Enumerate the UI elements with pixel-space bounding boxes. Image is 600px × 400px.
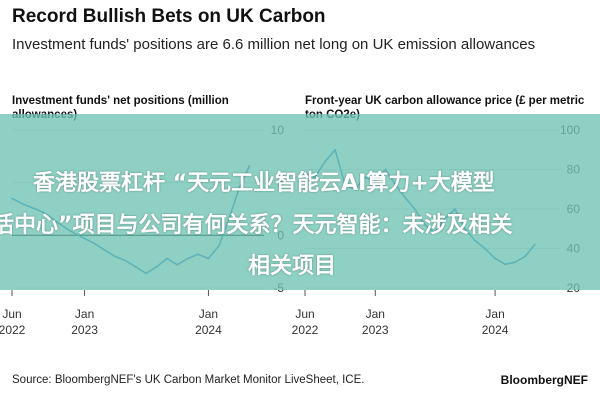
chart-title: Record Bullish Bets on UK Carbon bbox=[12, 6, 326, 27]
right-x-tick-year: 2022 bbox=[292, 323, 319, 337]
overlay-text-line-3: 相关项目 bbox=[248, 254, 337, 279]
right-x-tick-year: 2023 bbox=[362, 323, 389, 337]
right-x-tick-label: Jun bbox=[295, 307, 314, 321]
left-x-tick-label: Jan bbox=[75, 307, 94, 321]
promo-overlay-banner bbox=[0, 114, 600, 290]
left-x-tick-year: 2024 bbox=[195, 323, 222, 337]
right-x-tick-label: Jan bbox=[485, 307, 504, 321]
overlay-text-line-1: 香港股票杠杆 “天元工业智能云AI算力+大模型 bbox=[33, 171, 495, 196]
left-x-tick-year: 2023 bbox=[71, 323, 98, 337]
source-note: Source: BloombergNEF's UK Carbon Market … bbox=[12, 374, 365, 386]
left-x-tick-year: 2022 bbox=[0, 323, 26, 337]
chart-subtitle: Investment funds' positions are 6.6 mill… bbox=[12, 36, 536, 53]
right-x-tick-label: Jan bbox=[366, 307, 385, 321]
left-x-tick-label: Jun bbox=[2, 307, 21, 321]
right-x-tick-year: 2024 bbox=[482, 323, 509, 337]
brand-logo-text: BloombergNEF bbox=[500, 373, 588, 387]
left-x-tick-label: Jan bbox=[199, 307, 218, 321]
overlay-text-line-2: 活中心”项目与公司有何关系？天元智能：未涉及相关 bbox=[0, 213, 513, 238]
